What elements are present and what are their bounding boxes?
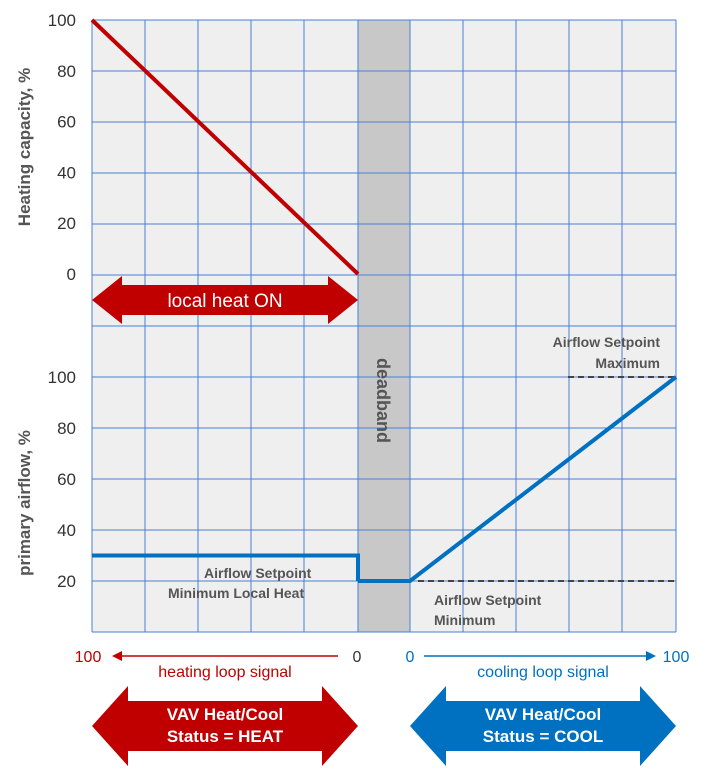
top-y-axis-title: Heating capacity, % [15,68,34,226]
min-heat-annotation-line1: Airflow Setpoint [204,565,312,581]
bottom-y-tick: 60 [57,470,76,489]
status-cool-line2: Status = COOL [483,727,603,746]
cooling-axis-label: cooling loop signal [477,664,609,681]
status-cool-arrow [410,686,676,766]
bottom-y-tick: 100 [48,368,76,387]
heating-axis-label: heating loop signal [158,664,291,681]
max-annotation-line1: Airflow Setpoint [553,334,661,350]
top-y-ticks: 100 80 60 40 20 0 [48,11,76,284]
bottom-y-tick: 40 [57,521,76,540]
top-y-tick: 100 [48,11,76,30]
bottom-y-tick: 80 [57,419,76,438]
cooling-axis-arrowhead [646,651,656,661]
bottom-y-tick: 20 [57,572,76,591]
heating-axis-arrowhead [112,651,122,661]
bottom-y-ticks: 100 80 60 40 20 [48,368,76,591]
status-cool-line1: VAV Heat/Cool [485,705,602,724]
heating-capacity-line [90,18,360,276]
local-heat-arrow [92,276,358,324]
deadband-label: deadband [373,358,393,443]
top-y-tick: 0 [67,265,76,284]
bottom-y-axis-title: primary airflow, % [15,430,34,576]
min-annotation-line2: Minimum [434,612,495,628]
local-heat-label: local heat ON [167,291,282,312]
min-heat-annotation-line2: Minimum Local Heat [168,585,304,601]
status-heat-line2: Status = HEAT [167,727,284,746]
top-y-tick: 20 [57,214,76,233]
heating-axis-right-value: 0 [353,649,362,666]
cooling-axis-left-value: 0 [406,649,415,666]
cooling-axis-right-value: 100 [663,649,690,666]
max-annotation-line2: Maximum [595,355,660,371]
min-annotation-line1: Airflow Setpoint [434,592,542,608]
top-y-tick: 60 [57,113,76,132]
top-y-tick: 80 [57,62,76,81]
airflow-cooling-line [358,375,678,583]
status-heat-arrow [92,686,358,766]
heating-axis-left-value: 100 [75,649,102,666]
status-heat-line1: VAV Heat/Cool [167,705,284,724]
airflow-heating-line [92,553,360,581]
top-y-tick: 40 [57,163,76,182]
